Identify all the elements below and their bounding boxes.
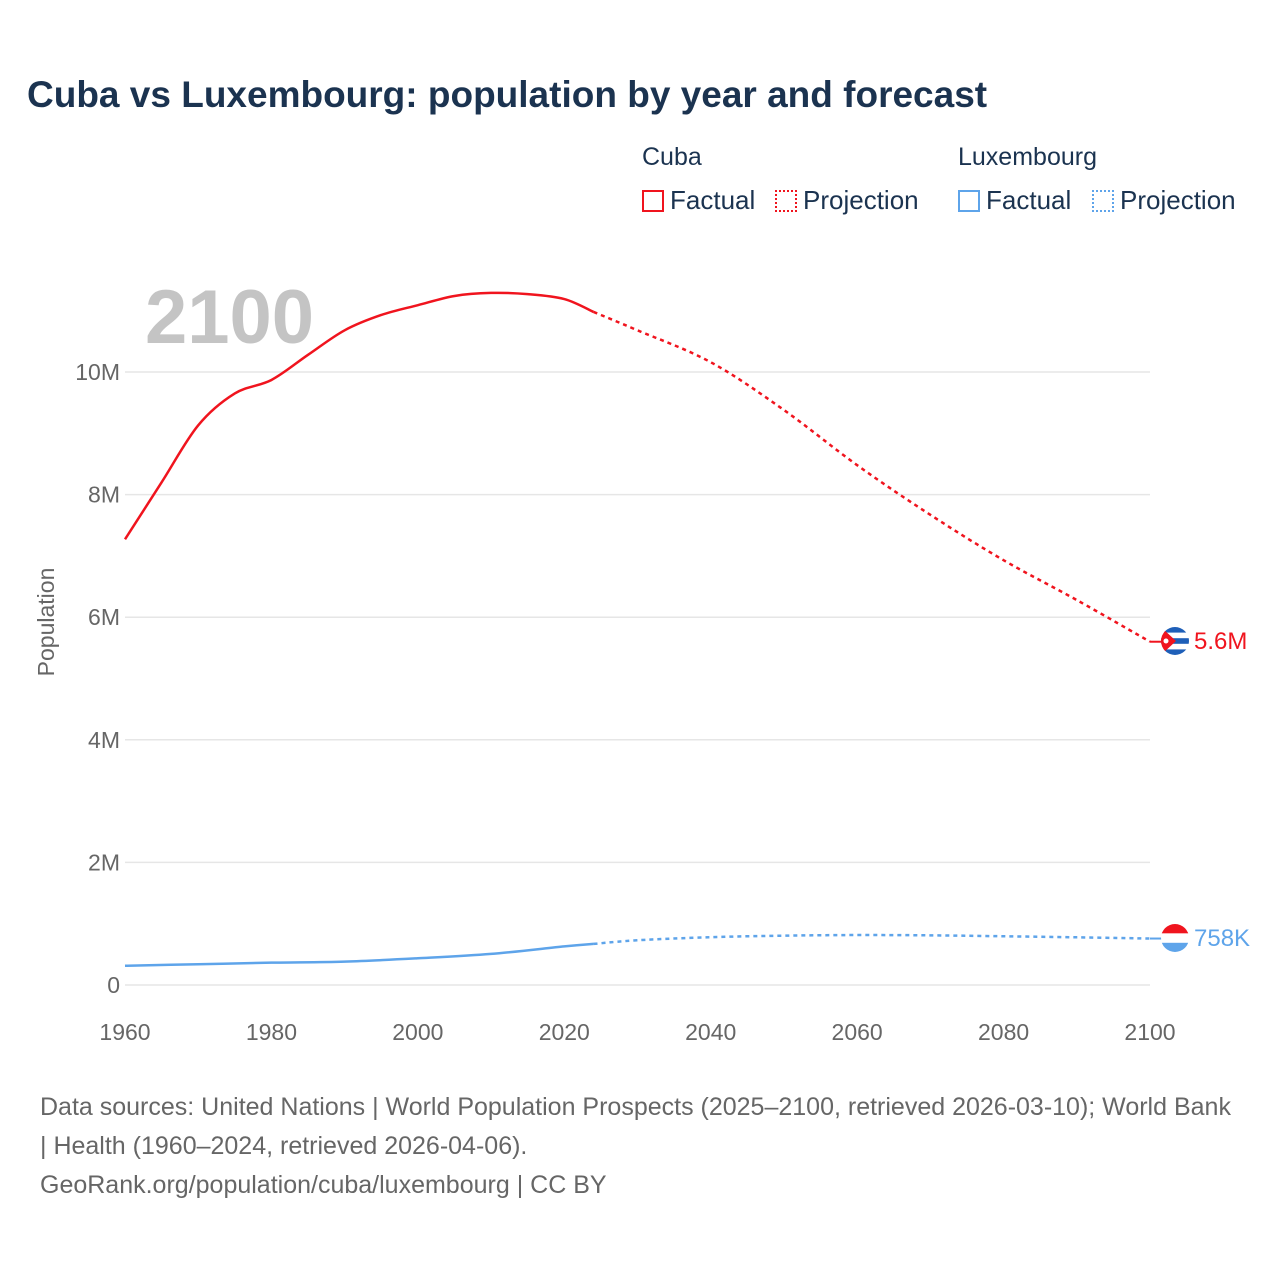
x-tick-label: 2000 (392, 1019, 443, 1045)
legend-cuba-projection[interactable]: Projection (775, 185, 919, 216)
legend-label: Factual (986, 185, 1072, 215)
x-tick-label: 2060 (832, 1019, 883, 1045)
legend-luxembourg-factual[interactable]: Factual (958, 185, 1071, 216)
legend-luxembourg-projection[interactable]: Projection (1092, 185, 1236, 216)
legend-swatch-dotted (775, 189, 797, 212)
legend-group-luxembourg: Luxembourg (958, 143, 1097, 171)
chart-title: Cuba vs Luxembourg: population by year a… (27, 74, 988, 115)
legend-swatch-solid (642, 189, 664, 212)
legend-swatch-dotted (1092, 189, 1114, 212)
cuba-end-label: 5.6M (1194, 628, 1247, 655)
y-tick-label: 4M (88, 727, 120, 753)
luxembourg-end-label: 758K (1194, 925, 1250, 952)
legend-cuba-factual[interactable]: Factual (642, 185, 755, 216)
current-year-label: 2100 (145, 275, 314, 360)
legend-group-cuba: Cuba (642, 143, 702, 171)
luxembourg-projection-line (593, 933, 1151, 946)
legend-label: Factual (670, 185, 756, 215)
x-tick-label: 2100 (1124, 1019, 1175, 1045)
y-tick-label: 2M (88, 849, 120, 875)
legend-swatch-solid (958, 189, 980, 212)
legend-label: Projection (803, 185, 919, 215)
source-link[interactable]: GeoRank.org/population/cuba/luxembourg |… (40, 1171, 607, 1199)
y-tick-label: 10M (75, 359, 120, 385)
luxembourg-factual-line (124, 942, 594, 968)
y-axis-label: Population (33, 568, 59, 677)
data-sources: Data sources: United Nations | World Pop… (40, 1093, 1231, 1160)
x-tick-label: 2020 (539, 1019, 590, 1045)
luxembourg-flag-icon (1161, 924, 1189, 952)
x-tick-label: 1980 (246, 1019, 297, 1045)
cuba-projection-line (593, 310, 1151, 643)
x-tick-label: 2080 (978, 1019, 1029, 1045)
cuba-factual-line (123, 291, 595, 541)
footer: Data sources: United Nations | World Pop… (40, 1088, 1240, 1205)
x-tick-label: 1960 (99, 1019, 150, 1045)
y-tick-label: 6M (88, 604, 120, 630)
y-tick-label: 0 (107, 972, 120, 998)
y-tick-label: 8M (88, 482, 120, 508)
cuba-flag-icon (1161, 627, 1189, 655)
x-tick-label: 2040 (685, 1019, 736, 1045)
legend-label: Projection (1120, 185, 1236, 215)
